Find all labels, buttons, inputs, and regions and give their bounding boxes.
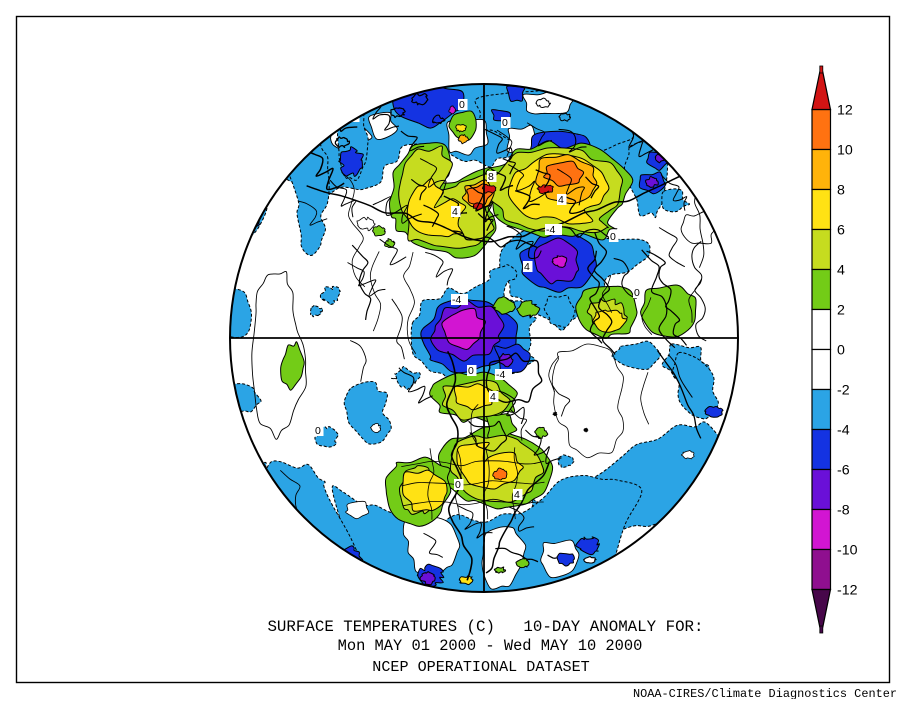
svg-text:0: 0: [502, 117, 508, 129]
svg-text:SURFACE TEMPERATURES (C) 10-: SURFACE TEMPERATURES (C) 10-DAY ANOMALY …: [267, 618, 703, 636]
svg-text:Mon MAY 01 2000 - Wed MAY 10 2: Mon MAY 01 2000 - Wed MAY 10 2000: [338, 637, 643, 655]
svg-text:-2: -2: [837, 383, 850, 399]
svg-text:-4: -4: [496, 369, 505, 381]
svg-text:0: 0: [468, 365, 474, 377]
svg-text:NOAA-CIRES/Climate Diagnostics: NOAA-CIRES/Climate Diagnostics Center: [633, 687, 897, 699]
svg-text:8: 8: [837, 183, 845, 199]
svg-text:4: 4: [837, 263, 845, 279]
svg-text:-4: -4: [452, 294, 461, 306]
svg-text:4: 4: [524, 261, 530, 273]
svg-text:-10: -10: [837, 543, 858, 559]
svg-text:10: 10: [837, 143, 853, 159]
svg-text:-12: -12: [837, 583, 858, 599]
svg-text:0: 0: [455, 479, 461, 491]
svg-text:0: 0: [837, 343, 845, 359]
svg-text:2: 2: [837, 303, 845, 319]
svg-text:4: 4: [490, 391, 496, 403]
svg-text:-4: -4: [546, 224, 555, 236]
svg-text:0: 0: [610, 231, 616, 243]
svg-text:12: 12: [837, 103, 853, 119]
svg-text:6: 6: [837, 223, 845, 239]
svg-text:NCEP OPERATIONAL DATASET: NCEP OPERATIONAL DATASET: [372, 658, 589, 676]
svg-text:4: 4: [452, 206, 458, 218]
svg-text:4: 4: [514, 489, 520, 501]
svg-text:8: 8: [488, 171, 494, 183]
svg-text:-4: -4: [837, 423, 850, 439]
svg-text:0: 0: [459, 99, 465, 111]
svg-text:4: 4: [558, 194, 564, 206]
svg-text:0: 0: [315, 425, 321, 437]
svg-text:0: 0: [634, 287, 640, 299]
svg-text:-6: -6: [837, 463, 850, 479]
svg-text:-8: -8: [837, 503, 850, 519]
